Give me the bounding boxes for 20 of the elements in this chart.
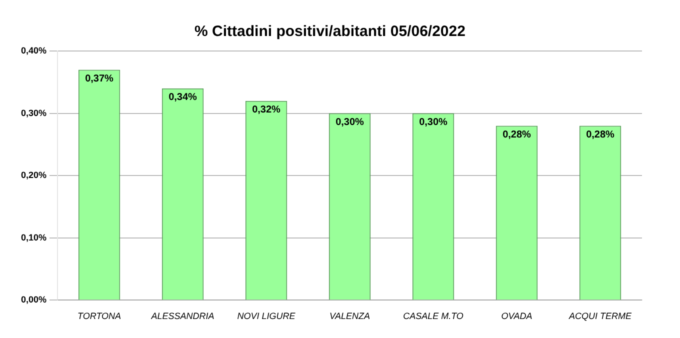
- data-label: 0,28%: [586, 130, 615, 141]
- data-label: 0,30%: [419, 117, 448, 128]
- y-tick-label: 0,10%: [20, 232, 47, 242]
- x-tick-label: OVADA: [501, 311, 532, 322]
- y-tick-label: 0,40%: [20, 45, 47, 56]
- x-tick-label: VALENZA: [329, 311, 370, 322]
- y-tick-label: 0,30%: [20, 108, 47, 118]
- x-tick-label: TORTONA: [78, 311, 122, 322]
- x-tick-label: CASALE M.TO: [403, 311, 464, 322]
- x-tick-label: ALESSANDRIA: [150, 311, 214, 322]
- data-label: 0,37%: [85, 73, 114, 84]
- x-tick-label: ACQUI TERME: [568, 311, 632, 322]
- x-tick-label: NOVI LIGURE: [237, 311, 296, 322]
- data-label: 0,28%: [502, 130, 532, 141]
- y-tick-label: 0,00%: [20, 294, 47, 305]
- data-label: 0,34%: [168, 92, 198, 104]
- data-label: 0,32%: [252, 104, 281, 116]
- chart-title: % Cittadini positivi/abitanti 05/06/2022: [194, 23, 466, 40]
- data-label: 0,30%: [336, 117, 364, 128]
- y-tick-label: 0,20%: [20, 170, 47, 180]
